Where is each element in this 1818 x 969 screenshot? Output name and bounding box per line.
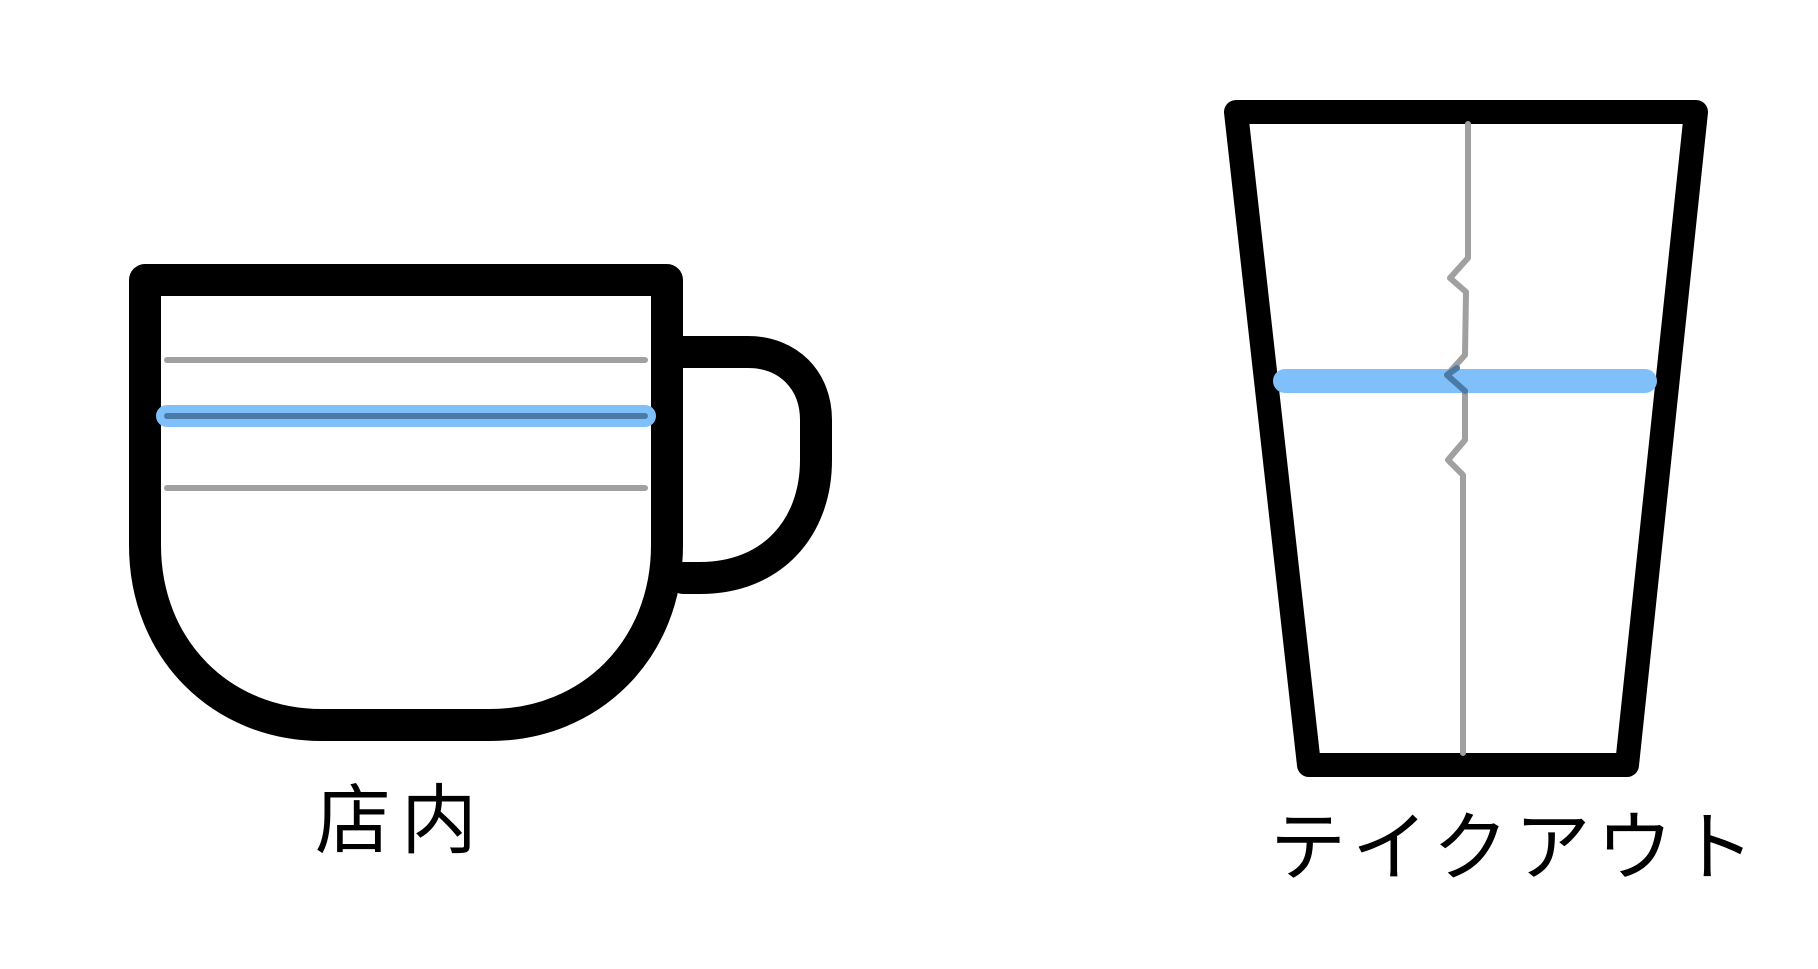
- takeout-cup-icon: [1224, 100, 1708, 777]
- cup-seam-overlap: [1444, 365, 1468, 394]
- label-takeout: テイクアウト: [1270, 803, 1761, 892]
- mug-handle: [667, 336, 832, 594]
- cup-seam-line: [1444, 121, 1471, 756]
- mug-icon: [129, 264, 832, 741]
- cup-body: [1224, 100, 1708, 777]
- mug-body: [129, 264, 683, 741]
- label-in-store: 店内: [315, 776, 487, 865]
